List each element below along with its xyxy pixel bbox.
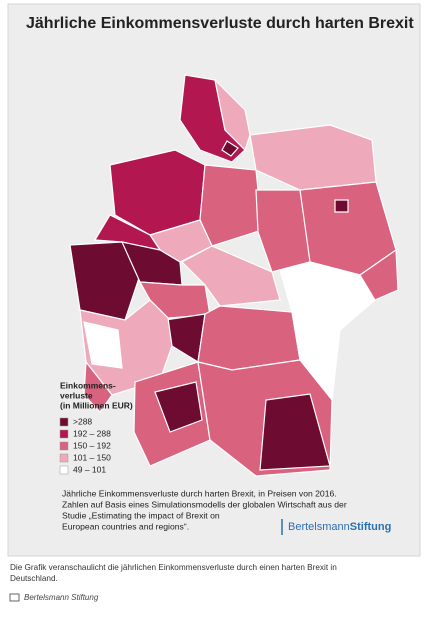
legend-title: Einkommens- — [60, 380, 116, 390]
credit-icon — [9, 593, 20, 602]
map — [69, 74, 399, 477]
legend-title: (in Millionen EUR) — [60, 400, 133, 410]
region — [259, 393, 331, 471]
caption-line: Deutschland. — [10, 574, 58, 583]
logo-part1: Bertelsmann — [288, 521, 350, 533]
region — [197, 305, 301, 371]
logo-part2: Stiftung — [350, 521, 392, 533]
region — [154, 381, 203, 433]
legend-title: verluste — [60, 390, 93, 400]
region — [120, 241, 183, 286]
legend-swatch — [59, 441, 69, 451]
region — [83, 321, 123, 369]
legend: Einkommens-verluste(in Millionen EUR) >28… — [59, 380, 133, 475]
title: Jährliche Einkommensverluste durch harte… — [26, 15, 414, 32]
caption-line: Die Grafik veranschaulicht die jährliche… — [10, 563, 337, 572]
caption: Die Grafik veranschaulicht die jährliche… — [10, 563, 337, 583]
region — [214, 78, 251, 152]
legend-label: >288 — [73, 416, 92, 426]
region — [69, 241, 141, 321]
region — [199, 164, 263, 247]
region — [221, 140, 239, 157]
region — [359, 248, 399, 301]
description-line: Jährliche Einkommensverluste durch harte… — [62, 488, 337, 498]
logo: BertelsmannStiftung — [288, 521, 391, 533]
region — [334, 199, 349, 213]
credit: Bertelsmann Stiftung — [24, 593, 99, 602]
legend-label: 150 – 192 — [73, 440, 111, 450]
legend-label: 192 – 288 — [73, 428, 111, 438]
legend-label: 101 – 150 — [73, 452, 111, 462]
legend-label: 49 – 101 — [73, 464, 106, 474]
description: Jährliche Einkommensverluste durch harte… — [62, 488, 347, 531]
description-line: Studie „Estimating the impact of Brexit … — [62, 510, 220, 520]
region — [83, 360, 113, 413]
legend-swatch — [59, 429, 69, 439]
legend-swatch — [59, 417, 69, 427]
legend-swatch — [59, 453, 69, 463]
description-line: European countries and regions“. — [62, 521, 189, 531]
legend-swatch — [59, 465, 69, 475]
description-line: Zahlen auf Basis eines Simulationsmodell… — [62, 499, 347, 509]
